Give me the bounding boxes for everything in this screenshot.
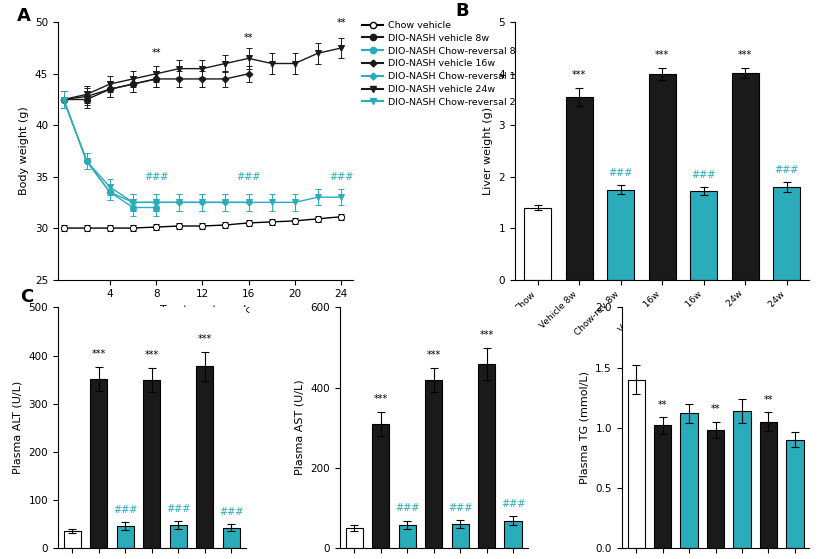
Text: **: ** xyxy=(151,49,161,58)
Bar xyxy=(373,424,389,548)
Text: A: A xyxy=(17,7,31,25)
Bar xyxy=(690,191,717,280)
Legend: Chow vehicle, DIO-NASH vehicle 8w, DIO-NASH Chow-reversal 8w, DIO-NASH vehicle 1: Chow vehicle, DIO-NASH vehicle 8w, DIO-N… xyxy=(358,17,533,111)
Text: ###: ### xyxy=(775,164,799,174)
Text: ###: ### xyxy=(166,504,191,514)
Bar xyxy=(90,378,107,548)
Bar xyxy=(760,421,777,548)
Y-axis label: Plasma TG (mmol/L): Plasma TG (mmol/L) xyxy=(580,371,590,484)
Text: C: C xyxy=(21,288,34,306)
Text: ***: *** xyxy=(738,50,752,60)
Bar xyxy=(169,525,187,548)
Text: ***: *** xyxy=(572,70,586,80)
Bar xyxy=(452,524,468,548)
Text: B: B xyxy=(456,2,469,20)
Bar xyxy=(116,526,134,548)
Text: **: ** xyxy=(710,404,720,414)
Text: ###: ### xyxy=(219,507,244,517)
Text: ###: ### xyxy=(501,499,525,509)
Text: ***: *** xyxy=(197,334,211,344)
Bar xyxy=(786,439,804,548)
Text: ***: *** xyxy=(92,349,106,359)
Bar xyxy=(681,413,698,548)
Text: ###: ### xyxy=(144,172,169,182)
Bar xyxy=(425,380,442,548)
Text: ###: ### xyxy=(236,172,261,182)
Bar xyxy=(143,380,160,548)
Text: ###: ### xyxy=(329,172,354,182)
Bar xyxy=(707,430,724,548)
Bar xyxy=(505,520,522,548)
Text: **: ** xyxy=(244,33,254,43)
Text: ***: *** xyxy=(373,395,388,404)
Bar xyxy=(628,380,645,548)
Bar xyxy=(64,531,81,548)
Bar xyxy=(222,528,240,548)
Text: ***: *** xyxy=(145,350,159,361)
Bar xyxy=(345,528,363,548)
Bar xyxy=(654,425,672,548)
Y-axis label: Plasma ALT (U/L): Plasma ALT (U/L) xyxy=(13,381,23,474)
Text: **: ** xyxy=(336,17,346,27)
Text: ***: *** xyxy=(426,350,441,361)
Bar xyxy=(566,97,592,280)
Text: ###: ### xyxy=(395,503,420,513)
Text: ***: *** xyxy=(655,50,669,60)
Bar xyxy=(773,187,800,280)
Text: ###: ### xyxy=(609,168,633,178)
Text: ###: ### xyxy=(113,505,137,515)
Y-axis label: Liver weight (g): Liver weight (g) xyxy=(483,107,493,195)
Text: ***: *** xyxy=(479,330,494,340)
Y-axis label: Body weight (g): Body weight (g) xyxy=(19,107,29,195)
Bar xyxy=(196,366,213,548)
Text: ###: ### xyxy=(448,503,472,513)
Bar xyxy=(733,411,751,548)
Bar xyxy=(399,524,415,548)
Text: **: ** xyxy=(764,395,773,405)
Text: **: ** xyxy=(657,400,667,410)
Bar xyxy=(732,73,758,280)
X-axis label: Treatment week: Treatment week xyxy=(160,305,250,315)
Bar xyxy=(478,363,495,548)
Bar xyxy=(607,190,634,280)
Text: ###: ### xyxy=(691,170,716,180)
Y-axis label: Plasma AST (U/L): Plasma AST (U/L) xyxy=(295,380,305,476)
Bar xyxy=(524,207,551,280)
Bar xyxy=(648,74,676,280)
